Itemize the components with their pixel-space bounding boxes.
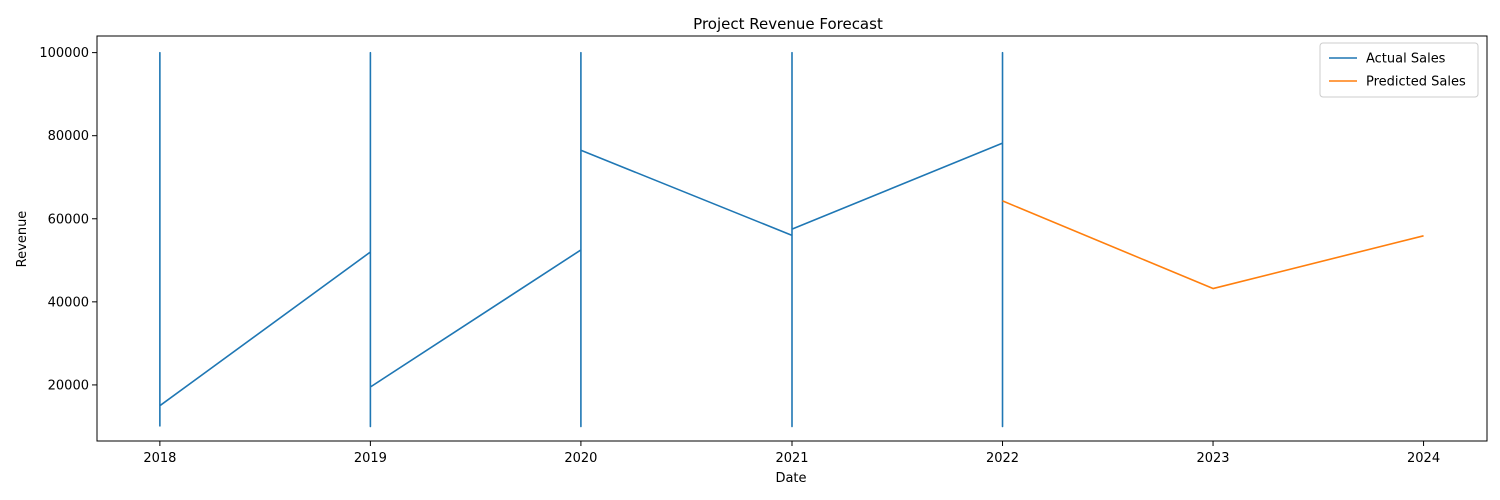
y-tick-label: 100000 — [39, 46, 89, 61]
y-tick-label: 80000 — [48, 129, 89, 144]
legend-box — [1319, 42, 1479, 98]
legend-label: Predicted Sales — [1366, 75, 1466, 90]
legend-label: Actual Sales — [1366, 52, 1446, 67]
series-line-predicted-sales — [1002, 200, 1424, 290]
y-axis-title: Revenue — [15, 211, 30, 268]
legend: Actual Sales Predicted Sales — [1319, 42, 1479, 98]
x-tick-label: 2022 — [986, 451, 1019, 466]
series-line-actual-sales — [159, 51, 1004, 428]
y-tick-label: 20000 — [48, 378, 89, 393]
x-tick-label: 2024 — [1407, 451, 1440, 466]
x-axis-title: Date — [775, 471, 806, 486]
chart-title: Project Revenue Forecast — [693, 15, 883, 33]
x-tick-label: 2021 — [775, 451, 808, 466]
y-tick-label: 60000 — [48, 212, 89, 227]
x-tick-label: 2018 — [143, 451, 176, 466]
x-tick-label: 2019 — [354, 451, 387, 466]
y-tick-label: 40000 — [48, 295, 89, 310]
x-tick-label: 2023 — [1196, 451, 1229, 466]
x-tick-label: 2020 — [564, 451, 597, 466]
